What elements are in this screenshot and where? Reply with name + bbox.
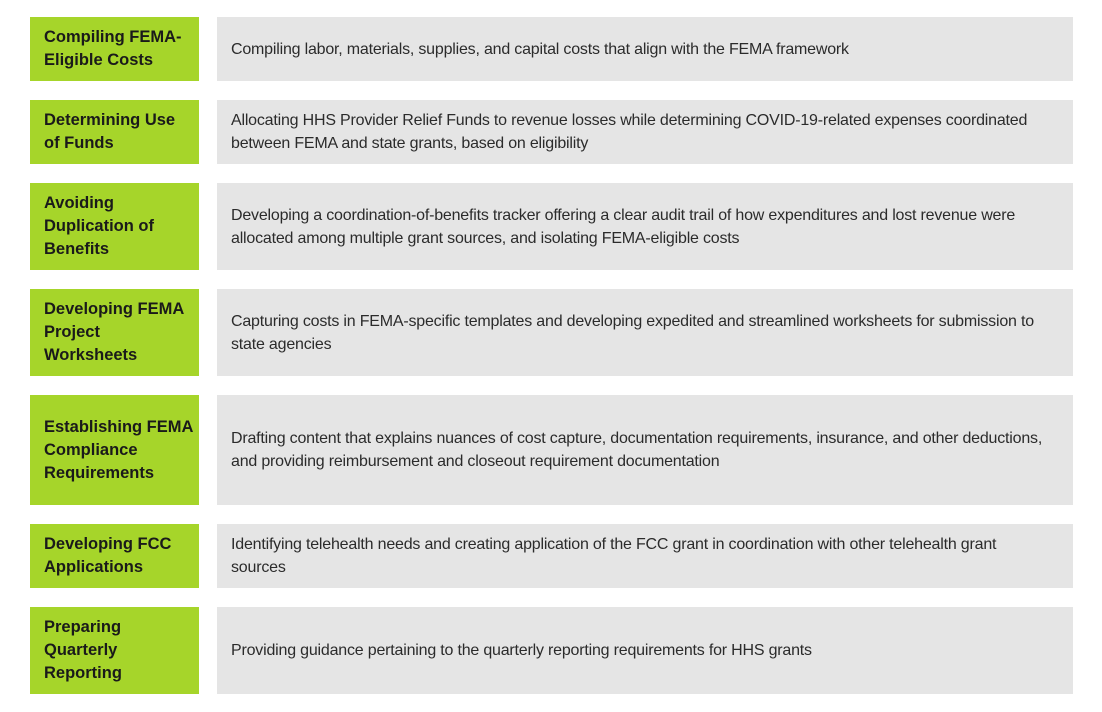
table-row: Determining Use of Funds Allocating HHS … [30,100,1073,164]
table-row: Avoiding Duplication of Benefits Develop… [30,183,1073,270]
row-description: Providing guidance pertaining to the qua… [217,607,1073,694]
row-description: Identifying telehealth needs and creatin… [217,524,1073,588]
row-label: Determining Use of Funds [30,100,199,164]
row-description: Compiling labor, materials, supplies, an… [217,17,1073,81]
row-description: Allocating HHS Provider Relief Funds to … [217,100,1073,164]
table-row: Compiling FEMA-Eligible Costs Compiling … [30,17,1073,81]
row-label: Developing FCC Applications [30,524,199,588]
row-description: Drafting content that explains nuances o… [217,395,1073,505]
row-label: Compiling FEMA-Eligible Costs [30,17,199,81]
table-row: Developing FEMA Project Worksheets Captu… [30,289,1073,376]
table-row: Developing FCC Applications Identifying … [30,524,1073,588]
row-description: Developing a coordination-of-benefits tr… [217,183,1073,270]
row-label: Developing FEMA Project Worksheets [30,289,199,376]
row-label: Avoiding Duplication of Benefits [30,183,199,270]
row-description: Capturing costs in FEMA-specific templat… [217,289,1073,376]
row-label: Establishing FEMA Compliance Requirement… [30,395,199,505]
row-label: Preparing Quarterly Reporting [30,607,199,694]
table-row: Preparing Quarterly Reporting Providing … [30,607,1073,694]
table-row: Establishing FEMA Compliance Requirement… [30,395,1073,505]
